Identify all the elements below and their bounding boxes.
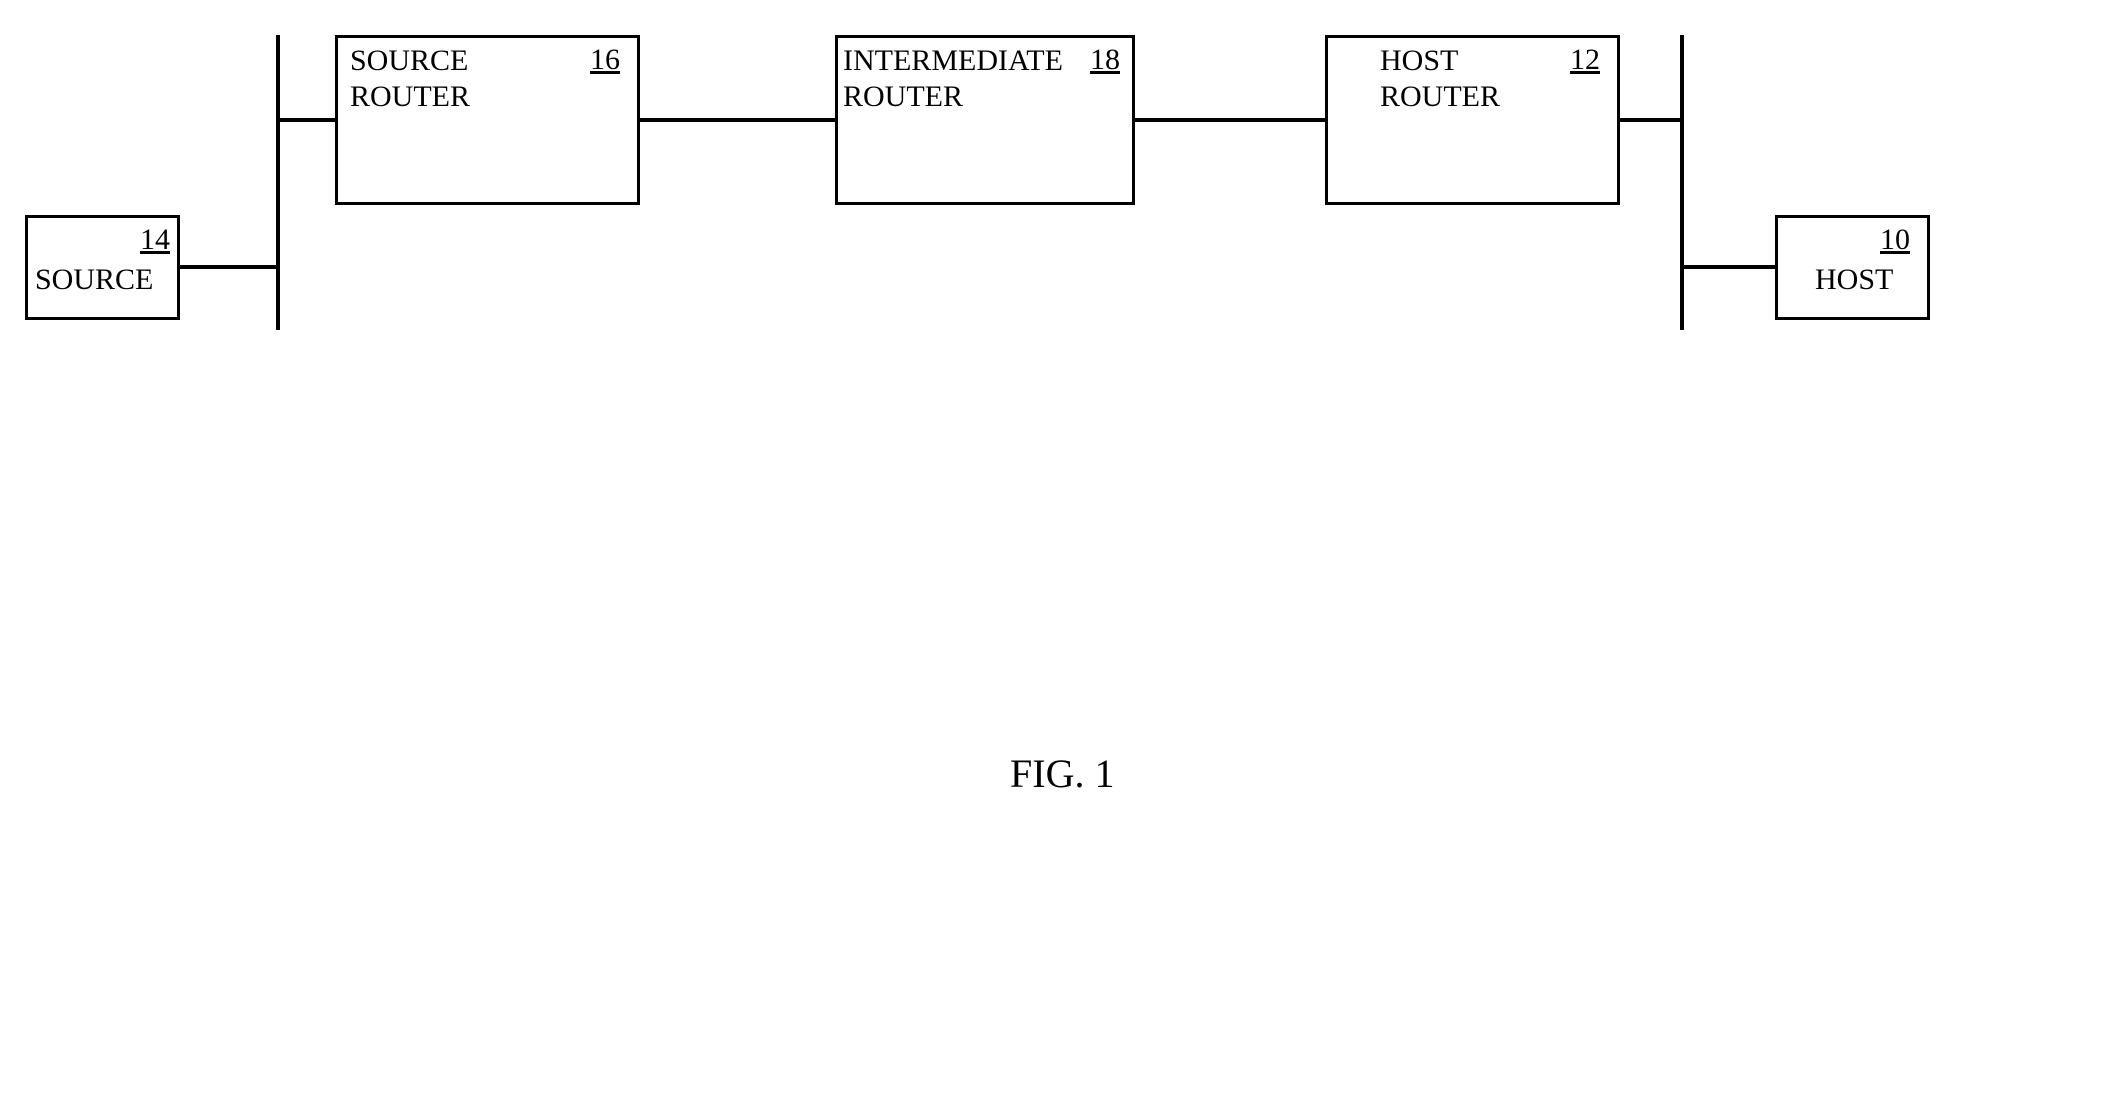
edge-intermediate-to-host-router [1135, 118, 1325, 122]
bus-line-right [1680, 35, 1684, 330]
edge-source-to-bus [180, 265, 278, 269]
node-host-label: HOST [1815, 262, 1893, 298]
node-source-router-label: SOURCE ROUTER [350, 43, 470, 115]
node-source-ref: 14 [140, 223, 170, 257]
node-source-label: SOURCE [35, 262, 153, 298]
node-intermediate-router-ref: 18 [1090, 43, 1120, 77]
edge-source-router-to-intermediate [640, 118, 835, 122]
bus-line-left [276, 35, 280, 330]
node-host-router-label: HOST ROUTER [1380, 43, 1500, 115]
edge-bus-to-host [1682, 265, 1775, 269]
node-intermediate-router-label: INTERMEDIATE ROUTER [843, 43, 1063, 115]
edge-host-router-to-bus [1620, 118, 1682, 122]
diagram-canvas: SOURCE 14 SOURCE ROUTER 16 INTERMEDIATE … [0, 0, 2127, 1094]
node-source-router-ref: 16 [590, 43, 620, 77]
figure-caption: FIG. 1 [1010, 750, 1114, 797]
edge-bus-to-source-router [278, 118, 335, 122]
node-host-router-ref: 12 [1570, 43, 1600, 77]
node-host-ref: 10 [1880, 223, 1910, 257]
